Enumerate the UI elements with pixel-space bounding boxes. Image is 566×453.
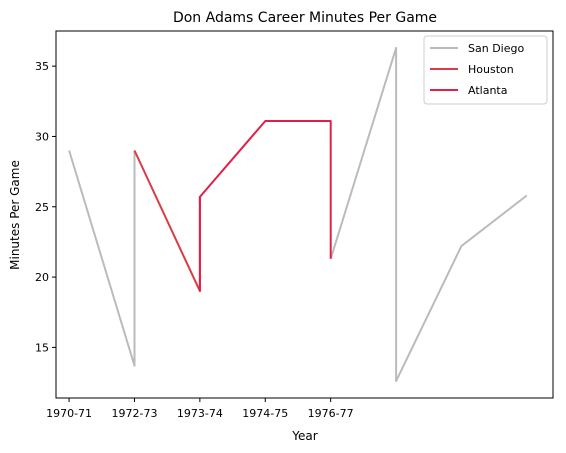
x-tick-label: 1974-75 [242, 407, 288, 420]
x-tick-label: 1970-71 [46, 407, 92, 420]
x-tick-label: 1976-77 [308, 407, 354, 420]
series-line-atlanta-3 [198, 120, 332, 292]
y-tick-label: 35 [35, 60, 49, 73]
series-line-houston-2 [133, 150, 201, 293]
y-tick-label: 30 [35, 130, 49, 143]
y-axis-label: Minutes Per Game [8, 160, 22, 270]
series-line-san-diego-0 [68, 150, 136, 367]
plot-area-frame [55, 30, 554, 399]
chart-title: Don Adams Career Minutes Per Game [173, 10, 437, 26]
x-axis-label: Year [291, 429, 317, 443]
plot-lines [68, 46, 528, 383]
y-tick-label: 15 [35, 341, 49, 354]
y-tick-label: 20 [35, 271, 49, 284]
legend-frame [423, 35, 548, 105]
x-axis: 1970-71 1972-73 1973-74 1974-75 1976-77 [46, 398, 354, 420]
x-tick-label: 1973-74 [177, 407, 223, 420]
x-tick-label: 1972-73 [111, 407, 157, 420]
y-tick-label: 25 [35, 201, 49, 214]
legend: San Diego Houston Atlanta [423, 35, 548, 105]
legend-label-atlanta: Atlanta [468, 84, 507, 97]
y-axis: 15 20 25 30 35 [35, 60, 56, 354]
legend-label-houston: Houston [468, 63, 514, 76]
series-line-san-diego-1 [329, 46, 528, 383]
legend-label-san-diego: San Diego [468, 42, 524, 55]
